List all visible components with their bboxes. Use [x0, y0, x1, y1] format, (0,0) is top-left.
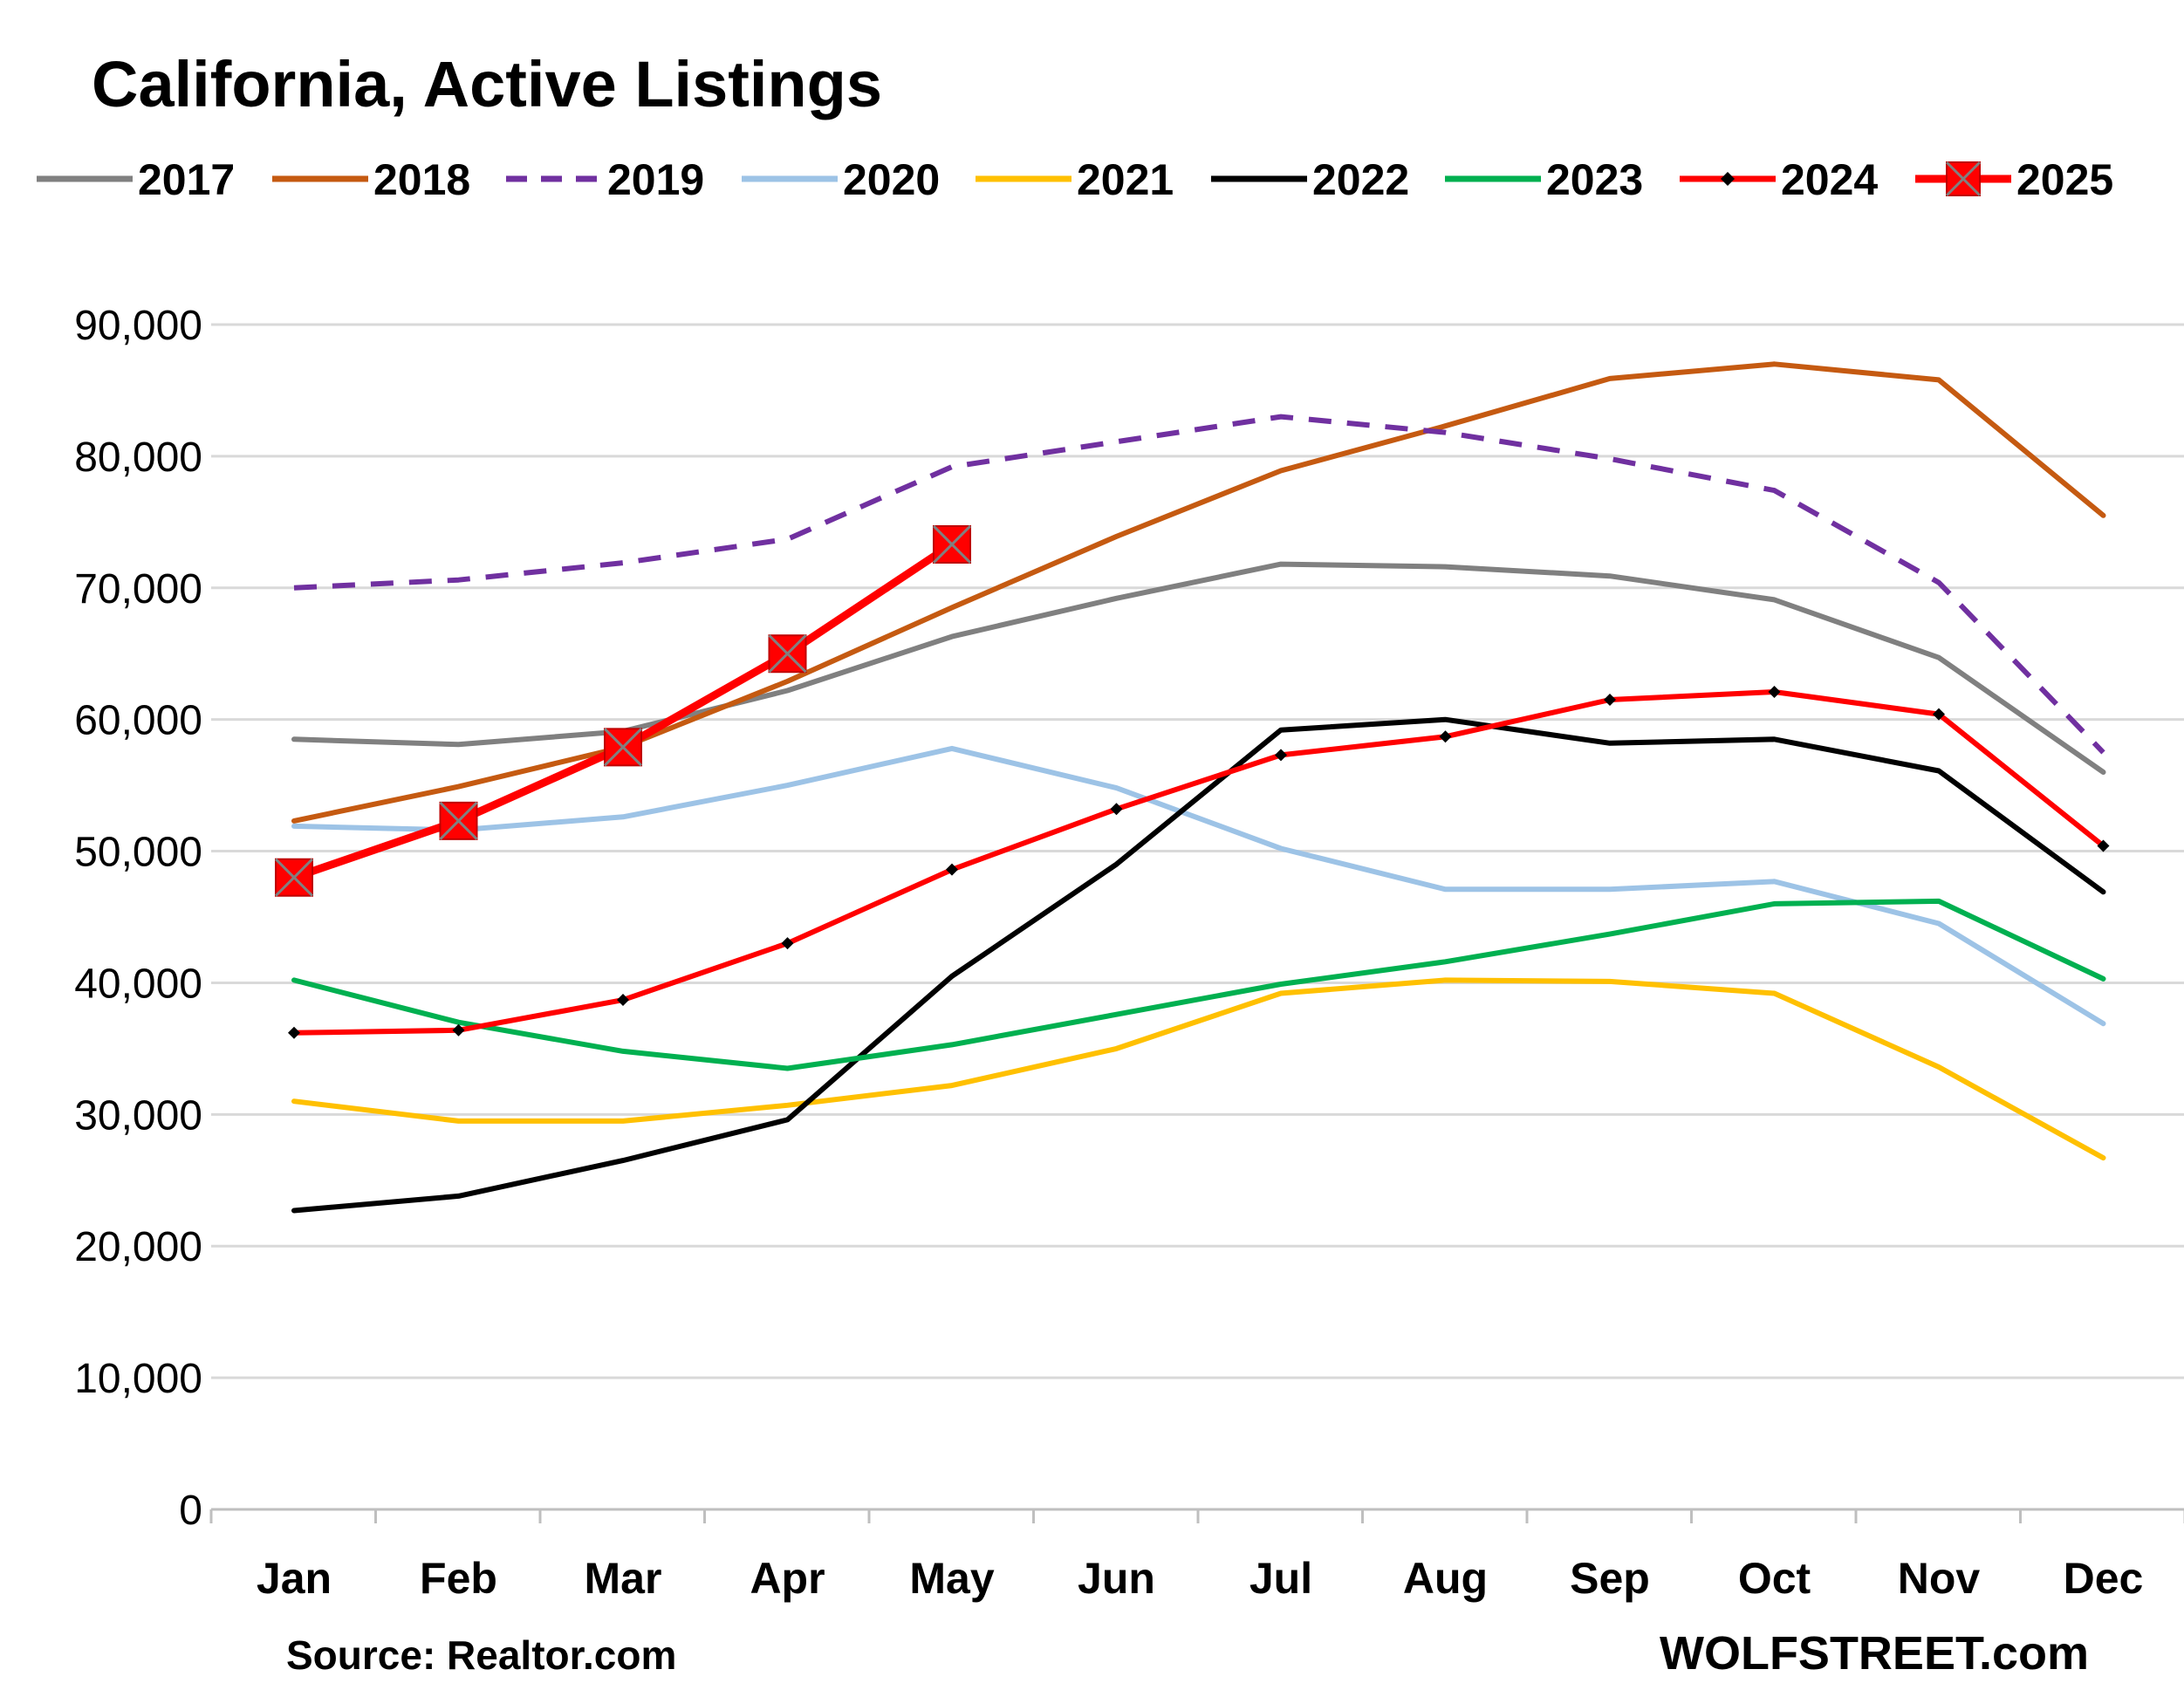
point-2024	[1110, 803, 1123, 816]
x-axis: Jan Feb Mar Apr May Jun Jul Aug Sep Oct Nov Dec	[209, 1508, 2184, 1603]
y-tick-label: 0	[179, 1488, 202, 1534]
legend: 2017 2018 2019 2020 2021 2022 2023 2024 2025	[37, 155, 2113, 204]
legend-label: 2017	[138, 155, 235, 204]
point-2024	[1439, 730, 1452, 743]
chart-title: California, Active Listings	[92, 48, 882, 120]
y-tick-label: 70,000	[74, 566, 202, 612]
source-note: Source: Realtor.com	[286, 1632, 676, 1678]
point-2025	[932, 524, 972, 564]
point-2024	[1933, 708, 1945, 721]
series-line-2022	[291, 716, 2106, 1214]
x-tick-label: Sep	[1570, 1554, 1650, 1603]
x-tick-label: Nov	[1898, 1554, 1981, 1603]
legend-label: 2025	[2016, 155, 2113, 204]
gridlines	[211, 323, 2184, 1379]
x-tick-label: Jan	[257, 1554, 332, 1603]
legend-item-2024: 2024	[1680, 155, 1878, 204]
legend-label: 2023	[1546, 155, 1643, 204]
legend-item-2018: 2018	[272, 155, 470, 204]
y-tick-label: 90,000	[74, 303, 202, 349]
y-axis: 0 10,000 20,000 30,000 40,000 50,000 60,000 70,…	[74, 303, 202, 1534]
x-tick-label: Aug	[1403, 1554, 1488, 1603]
legend-label: 2021	[1077, 155, 1174, 204]
legend-label: 2024	[1781, 155, 1878, 204]
x-tick-label: Jun	[1078, 1554, 1155, 1603]
legend-item-2020: 2020	[742, 155, 940, 204]
series-line-2021	[291, 977, 2106, 1161]
x-tick-label: Mar	[585, 1554, 662, 1603]
x-tick-label: May	[909, 1554, 994, 1603]
legend-label: 2018	[373, 155, 470, 204]
point-2024	[617, 994, 629, 1007]
series-line-2018	[291, 361, 2106, 824]
y-tick-label: 10,000	[74, 1356, 202, 1402]
legend-item-2021: 2021	[976, 155, 1174, 204]
point-2025	[603, 728, 643, 767]
point-2024	[781, 937, 794, 950]
y-tick-label: 40,000	[74, 961, 202, 1007]
y-tick-label: 60,000	[74, 698, 202, 744]
y-tick-label: 30,000	[74, 1092, 202, 1139]
series-line-2020	[291, 745, 2106, 1027]
legend-item-2022: 2022	[1211, 155, 1409, 204]
y-tick-label: 50,000	[74, 830, 202, 876]
point-2024	[946, 863, 958, 876]
point-2025	[274, 858, 314, 897]
legend-label: 2022	[1312, 155, 1409, 204]
point-2024	[1604, 694, 1616, 707]
point-2024	[2097, 839, 2110, 852]
plot-area	[274, 361, 2110, 1214]
y-tick-label: 80,000	[74, 434, 202, 481]
brand-label: WOLFSTREET.com	[1660, 1627, 2089, 1680]
point-2025	[768, 634, 807, 674]
x-tick-label: Apr	[750, 1554, 825, 1603]
point-2024	[452, 1023, 465, 1037]
point-2024	[1768, 685, 1781, 698]
series-line-2017	[291, 561, 2106, 775]
series-line-2023	[291, 898, 2106, 1071]
x-tick-label: Feb	[420, 1554, 497, 1603]
legend-label: 2020	[843, 155, 940, 204]
x-tick-label: Dec	[2064, 1554, 2144, 1603]
series-line-2019	[293, 414, 2105, 755]
point-2024	[1275, 749, 1287, 762]
legend-label: 2019	[607, 155, 704, 204]
legend-item-2017: 2017	[37, 155, 235, 204]
y-tick-label: 20,000	[74, 1224, 202, 1270]
point-2025	[439, 801, 478, 840]
point-2024	[288, 1026, 300, 1039]
legend-item-2025: 2025	[1915, 155, 2113, 204]
legend-item-2023: 2023	[1445, 155, 1643, 204]
series-line-2024	[291, 689, 2106, 1036]
x-tick-label: Oct	[1738, 1554, 1811, 1603]
legend-item-2019: 2019	[506, 155, 704, 204]
x-tick-label: Jul	[1249, 1554, 1312, 1603]
